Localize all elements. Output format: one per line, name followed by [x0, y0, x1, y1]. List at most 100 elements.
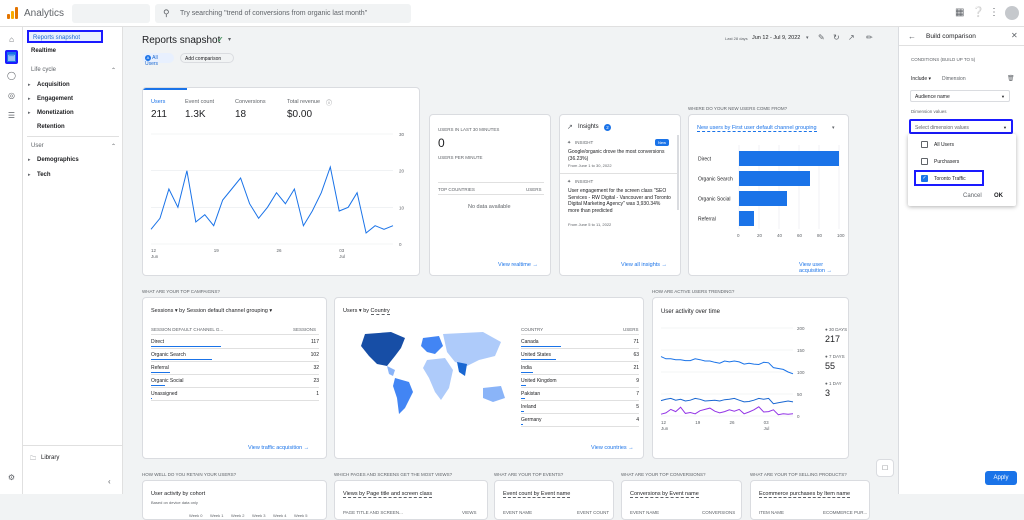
events-selector[interactable]: Event count by Event name	[503, 491, 571, 498]
dimension-values-select[interactable]: Select dimension values ▼	[909, 119, 1013, 134]
realtime-value: 0	[438, 136, 445, 150]
home-icon[interactable]: ⌂	[9, 35, 14, 44]
view-user-acquisition-link[interactable]: View user acquisition →	[799, 262, 833, 274]
feedback-icon[interactable]: □	[876, 459, 894, 477]
option-purchasers[interactable]: Purchasers	[934, 159, 960, 165]
option-toronto-traffic[interactable]: Toronto Traffic	[934, 176, 966, 182]
ok-button[interactable]: OK	[994, 193, 1003, 199]
gear-icon[interactable]: ⚙	[7, 473, 16, 482]
metric-events-label[interactable]: Event count	[185, 99, 215, 105]
customize-report-icon[interactable]: ✎	[818, 33, 825, 42]
nav-lifecycle-header[interactable]: Life cycle	[31, 67, 57, 73]
sparkle-icon: ✦	[567, 140, 572, 146]
delete-icon[interactable]: 🗑	[1007, 76, 1015, 82]
caret-down-icon[interactable]: ▾	[806, 35, 809, 41]
pages-selector[interactable]: Views by Page title and screen class	[343, 491, 433, 498]
share-icon[interactable]: ↻	[833, 33, 840, 42]
nav-realtime[interactable]: Realtime	[31, 48, 57, 54]
nav-tech[interactable]: Tech	[37, 172, 51, 178]
row-bar	[151, 359, 213, 360]
edit-icon[interactable]: ✏	[866, 33, 873, 42]
reports-icon[interactable]: ▤	[5, 50, 18, 64]
option-all-users[interactable]: All Users	[934, 142, 955, 148]
new-users-section: WHERE DO YOUR NEW USERS COME FROM?	[688, 106, 788, 111]
insight-tag: INSIGHT	[575, 179, 594, 184]
row-name: Organic Search	[151, 352, 186, 358]
week-label: Week 2	[231, 513, 245, 518]
nav-library[interactable]: Library	[41, 455, 60, 461]
caret-down-icon[interactable]: ▾	[228, 37, 232, 43]
check-circle-icon: ✓	[217, 35, 224, 44]
collapse-icon[interactable]: ‹	[108, 477, 111, 486]
explore-icon[interactable]: ◯	[7, 71, 16, 80]
country-selector[interactable]: Users ▾ by Country	[343, 308, 390, 315]
x-tick-label: 20	[757, 233, 763, 238]
dimension-select[interactable]: Audience name ▼	[910, 90, 1010, 102]
configure-icon[interactable]: ☰	[7, 111, 16, 120]
view-traffic-link[interactable]: View traffic acquisition →	[248, 445, 310, 451]
products-col-b: ECOMMERCE PUR...	[823, 510, 868, 515]
cancel-button[interactable]: Cancel	[963, 193, 982, 199]
world-map[interactable]	[343, 326, 513, 426]
close-icon[interactable]: ✕	[1011, 31, 1018, 40]
row-name: United States	[521, 352, 552, 358]
avatar[interactable]	[1005, 6, 1019, 20]
date-range[interactable]: Jun 12 - Jul 9, 2022	[752, 35, 801, 41]
values-label: Dimension values	[911, 109, 947, 114]
account-selector[interactable]	[72, 4, 150, 23]
nav-user-header[interactable]: User	[31, 143, 44, 149]
row-divider	[521, 400, 639, 401]
apps-grid-icon[interactable]: ▦	[955, 7, 965, 18]
chevron-up-icon[interactable]: ⌃	[111, 68, 117, 74]
advertising-icon[interactable]: ◎	[8, 91, 15, 100]
nav-engagement[interactable]: Engagement	[37, 96, 74, 102]
view-insights-link[interactable]: View all insights →	[621, 262, 668, 268]
sessions-selector[interactable]: Sessions ▾ by Session default channel gr…	[151, 308, 273, 314]
row-name: Direct	[151, 339, 165, 345]
row-divider	[151, 348, 319, 349]
insight-text-2[interactable]: User engagement for the screen class "SE…	[568, 188, 671, 214]
row-value: 21	[633, 365, 639, 371]
conversions-selector[interactable]: Conversions by Event name	[630, 491, 699, 498]
view-realtime-link[interactable]: View realtime →	[498, 262, 538, 268]
metric-revenue-label[interactable]: Total revenue	[287, 99, 321, 105]
chevron-up-icon[interactable]: ⌃	[111, 144, 117, 150]
metric-users-value: 211	[151, 109, 167, 120]
row-name: Pakistan	[521, 391, 541, 397]
help-icon[interactable]: ⓘ	[326, 101, 333, 107]
col-top-countries: TOP COUNTRIES	[438, 187, 475, 192]
more-vert-icon[interactable]: ⋮	[989, 7, 999, 18]
nav-retention[interactable]: Retention	[37, 124, 65, 130]
col-sessions: SESSIONS	[293, 327, 317, 332]
nav-acquisition[interactable]: Acquisition	[37, 82, 70, 88]
caret-right-icon: ▸	[28, 96, 31, 102]
nav-monetization[interactable]: Monetization	[37, 110, 74, 116]
back-arrow-icon[interactable]: ←	[908, 32, 916, 41]
panel-title: Build comparison	[926, 33, 976, 40]
comparison-chip[interactable]: A All Users	[142, 53, 174, 67]
checkbox-purchasers[interactable]	[921, 158, 928, 165]
scrollbar[interactable]	[677, 135, 679, 210]
checkbox-toronto-traffic[interactable]: ✓	[921, 175, 928, 182]
metric-users-label[interactable]: Users	[151, 99, 166, 105]
new-users-selector[interactable]: New users by First user default channel …	[697, 125, 817, 132]
help-icon[interactable]: ❔	[972, 7, 985, 18]
legend-label: ● 7 DAYS	[825, 354, 845, 359]
add-comparison-button[interactable]: Add comparison	[180, 53, 234, 63]
products-selector[interactable]: Ecommerce purchases by Item name	[759, 491, 851, 498]
nav-reports-snapshot[interactable]: Reports snapshot	[27, 30, 103, 43]
include-select[interactable]: Include ▾	[911, 76, 932, 82]
main-content: Reports snapshot ✓ ▾ A All Users Add com…	[124, 27, 898, 520]
insight-date-1: From June 1 to 30, 2022	[568, 163, 612, 168]
events-col-b: EVENT COUNT	[577, 510, 610, 515]
apply-button[interactable]: Apply	[985, 471, 1017, 485]
row-name: Canada	[521, 339, 539, 345]
view-countries-link[interactable]: View countries →	[591, 445, 634, 451]
caret-down-icon[interactable]: ▾	[832, 125, 835, 131]
insight-text-1[interactable]: Google/organic drove the most conversion…	[568, 149, 665, 162]
metric-conversions-label[interactable]: Conversions	[235, 99, 266, 105]
search-input[interactable]: ⚲ Try searching "trend of conversions fr…	[155, 4, 411, 23]
checkbox-all-users[interactable]	[921, 141, 928, 148]
nav-demographics[interactable]: Demographics	[37, 157, 79, 163]
insights-icon[interactable]: ↗	[848, 33, 855, 42]
